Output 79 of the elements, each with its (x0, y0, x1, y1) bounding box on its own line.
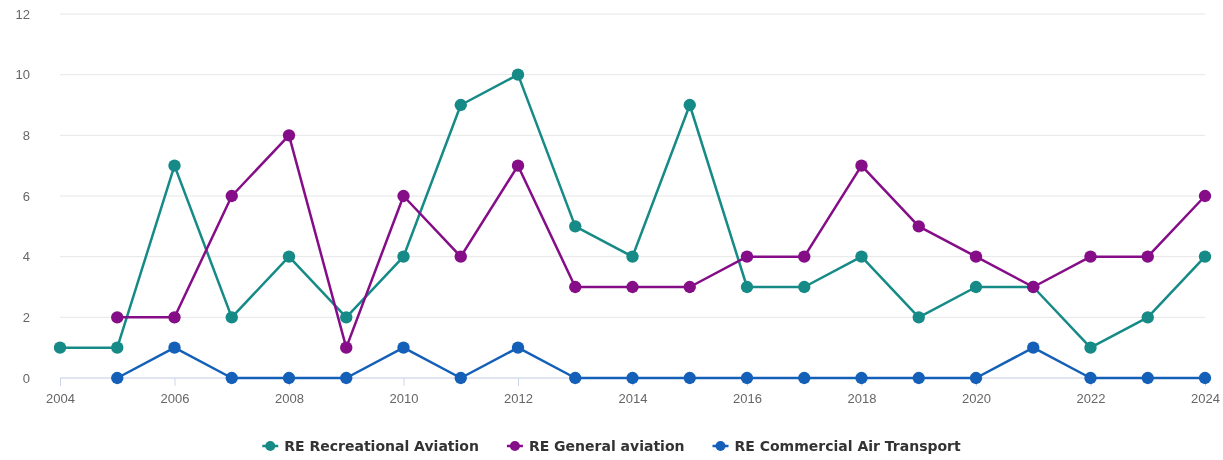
point (798, 371, 811, 385)
point (683, 371, 696, 385)
point (740, 371, 754, 385)
point (1084, 371, 1097, 385)
point (798, 280, 811, 294)
point (1198, 250, 1212, 263)
point (912, 311, 925, 324)
point (111, 311, 124, 324)
point (511, 341, 525, 354)
point (683, 98, 696, 112)
point (340, 371, 353, 385)
point (397, 189, 410, 203)
point (1084, 250, 1097, 263)
point (626, 250, 639, 263)
x-tick-label: 2018 (847, 391, 877, 407)
x-tick-label: 2020 (962, 391, 991, 407)
point (569, 220, 582, 233)
point (225, 371, 238, 385)
point (282, 129, 296, 142)
point (912, 220, 925, 233)
point (1027, 341, 1040, 354)
point (626, 280, 639, 294)
point (111, 341, 124, 354)
point (511, 68, 525, 81)
y-tick-label: 0 (22, 370, 30, 386)
y-tick-label: 6 (22, 188, 30, 204)
x-tick-label: 2024 (1191, 391, 1220, 407)
point (969, 280, 983, 294)
y-tick-label: 4 (22, 249, 30, 265)
point (454, 98, 467, 112)
x-tick-label: 2004 (46, 391, 75, 407)
point (1141, 371, 1154, 385)
point (683, 280, 696, 294)
point (340, 311, 353, 324)
point (340, 341, 353, 354)
x-tick-label: 2008 (275, 391, 304, 407)
point (798, 250, 811, 263)
point (855, 159, 868, 172)
point (53, 341, 67, 354)
legend-label: RE Commercial Air Transport (734, 437, 962, 454)
point (1198, 189, 1212, 203)
point (569, 280, 582, 294)
point (740, 250, 754, 263)
point (855, 250, 868, 263)
x-tick-label: 2022 (1076, 391, 1106, 407)
y-tick-label: 10 (15, 67, 30, 83)
point (740, 280, 754, 294)
x-tick-label: 2010 (389, 391, 419, 407)
point (282, 371, 296, 385)
y-tick-label: 8 (22, 127, 30, 143)
point (1141, 250, 1154, 263)
point (912, 371, 925, 385)
point (1141, 311, 1154, 324)
point (969, 371, 983, 385)
point (626, 371, 639, 385)
x-tick-label: 2012 (504, 391, 533, 407)
point (511, 159, 525, 172)
y-tick-label: 2 (22, 309, 30, 325)
point (225, 311, 238, 324)
point (855, 371, 868, 385)
point (969, 250, 983, 263)
legend-label: RE General aviation (528, 437, 685, 454)
point (397, 250, 410, 263)
x-tick-label: 2006 (160, 391, 190, 407)
point (168, 341, 181, 354)
y-tick-label: 12 (15, 6, 30, 22)
point (225, 189, 238, 203)
legend-label: RE Recreational Aviation (284, 437, 479, 454)
x-tick-label: 2016 (733, 391, 762, 407)
point (454, 250, 467, 263)
x-tick-label: 2014 (618, 391, 648, 407)
point (397, 341, 410, 354)
point (168, 159, 181, 172)
point (569, 371, 582, 385)
point (1084, 341, 1097, 354)
point (111, 371, 124, 385)
point (168, 311, 181, 324)
point (282, 250, 296, 263)
point (454, 371, 467, 385)
